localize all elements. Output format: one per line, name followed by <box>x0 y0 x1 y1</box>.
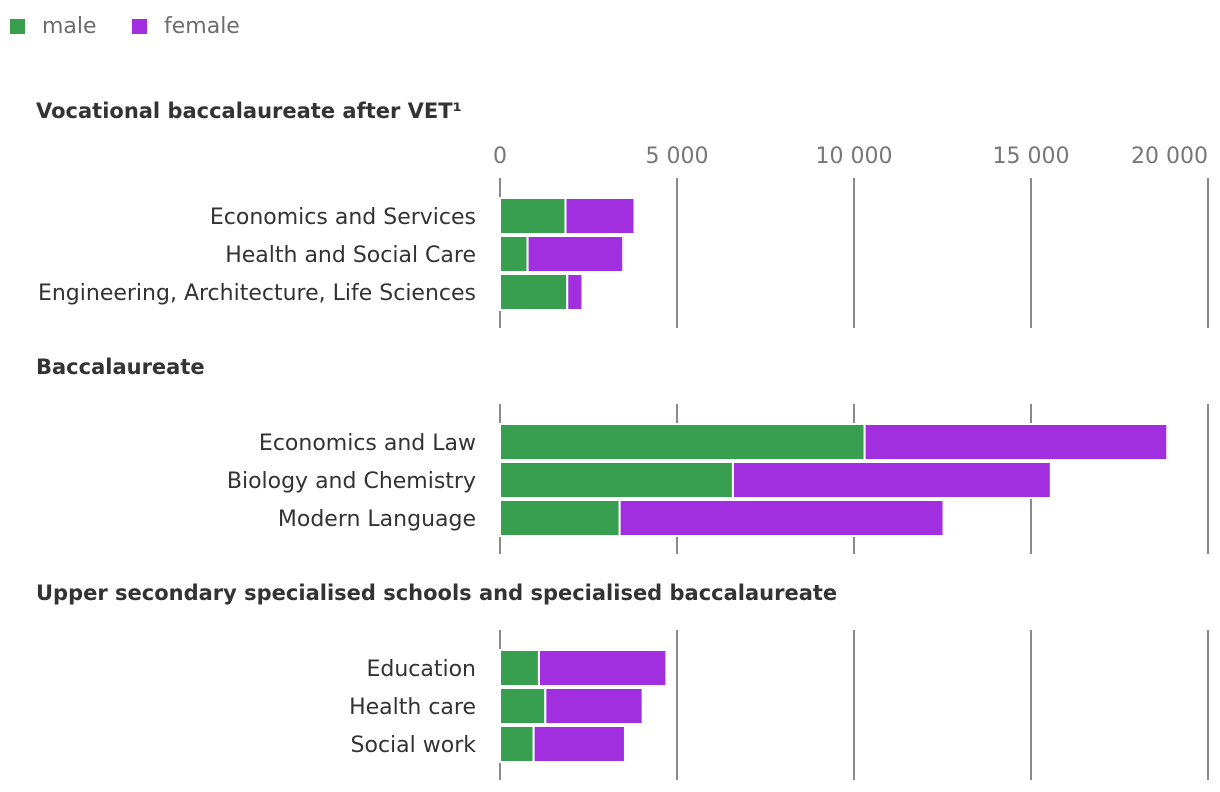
bar-male <box>499 197 567 235</box>
bar-male <box>499 725 535 763</box>
bar-male <box>499 461 734 499</box>
category-label: Health and Social Care <box>225 243 476 268</box>
legend-label-male: male <box>42 14 97 39</box>
bar-female <box>863 423 1169 461</box>
group-title: Upper secondary specialised schools and … <box>36 581 837 605</box>
bar-female <box>537 649 668 687</box>
x-tick-label: 10 000 <box>816 144 893 169</box>
x-tick-label: 5 000 <box>646 144 709 169</box>
bar-male <box>499 235 529 273</box>
legend-swatch-female <box>132 19 147 34</box>
bar-male <box>499 499 621 537</box>
panel-group: Vocational baccalaureate after VET¹ Econo… <box>36 99 1209 328</box>
x-tick-label: 20 000 <box>1131 144 1208 169</box>
group-title: Baccalaureate <box>36 355 205 379</box>
legend-label-female: female <box>164 14 240 39</box>
bar-female <box>526 235 625 273</box>
group-title: Vocational baccalaureate after VET¹ <box>36 99 462 123</box>
panel-group: Upper secondary specialised schools and … <box>36 581 1209 780</box>
category-label: Biology and Chemistry <box>227 469 476 494</box>
category-label: Economics and Law <box>259 431 476 456</box>
category-label: Engineering, Architecture, Life Sciences <box>38 281 476 306</box>
legend-item-female: female <box>132 14 240 39</box>
category-label: Modern Language <box>278 507 476 532</box>
bar-female <box>618 499 945 537</box>
x-axis-tick-labels: 0 5 000 10 000 15 000 20 000 <box>493 144 1208 169</box>
bar-male <box>499 687 547 725</box>
category-label: Social work <box>351 733 477 758</box>
bar-female <box>731 461 1052 499</box>
bar-female <box>544 687 644 725</box>
bar-female <box>566 273 584 311</box>
legend-swatch-male <box>10 19 25 34</box>
bar-male <box>499 423 866 461</box>
bar-female <box>532 725 626 763</box>
chart-panels: Vocational baccalaureate after VET¹ Econo… <box>36 99 1209 780</box>
bar-male <box>499 649 540 687</box>
x-tick-label: 15 000 <box>993 144 1070 169</box>
category-label: Education <box>366 657 476 682</box>
legend-item-male: male <box>10 14 97 39</box>
category-label: Economics and Services <box>210 205 476 230</box>
legend: male female <box>10 14 240 39</box>
bar-male <box>499 273 569 311</box>
panel-group: Baccalaureate Economics and Law Biology an… <box>36 355 1209 554</box>
bar-female <box>564 197 636 235</box>
category-label: Health care <box>349 695 476 720</box>
x-tick-label: 0 <box>493 144 507 169</box>
